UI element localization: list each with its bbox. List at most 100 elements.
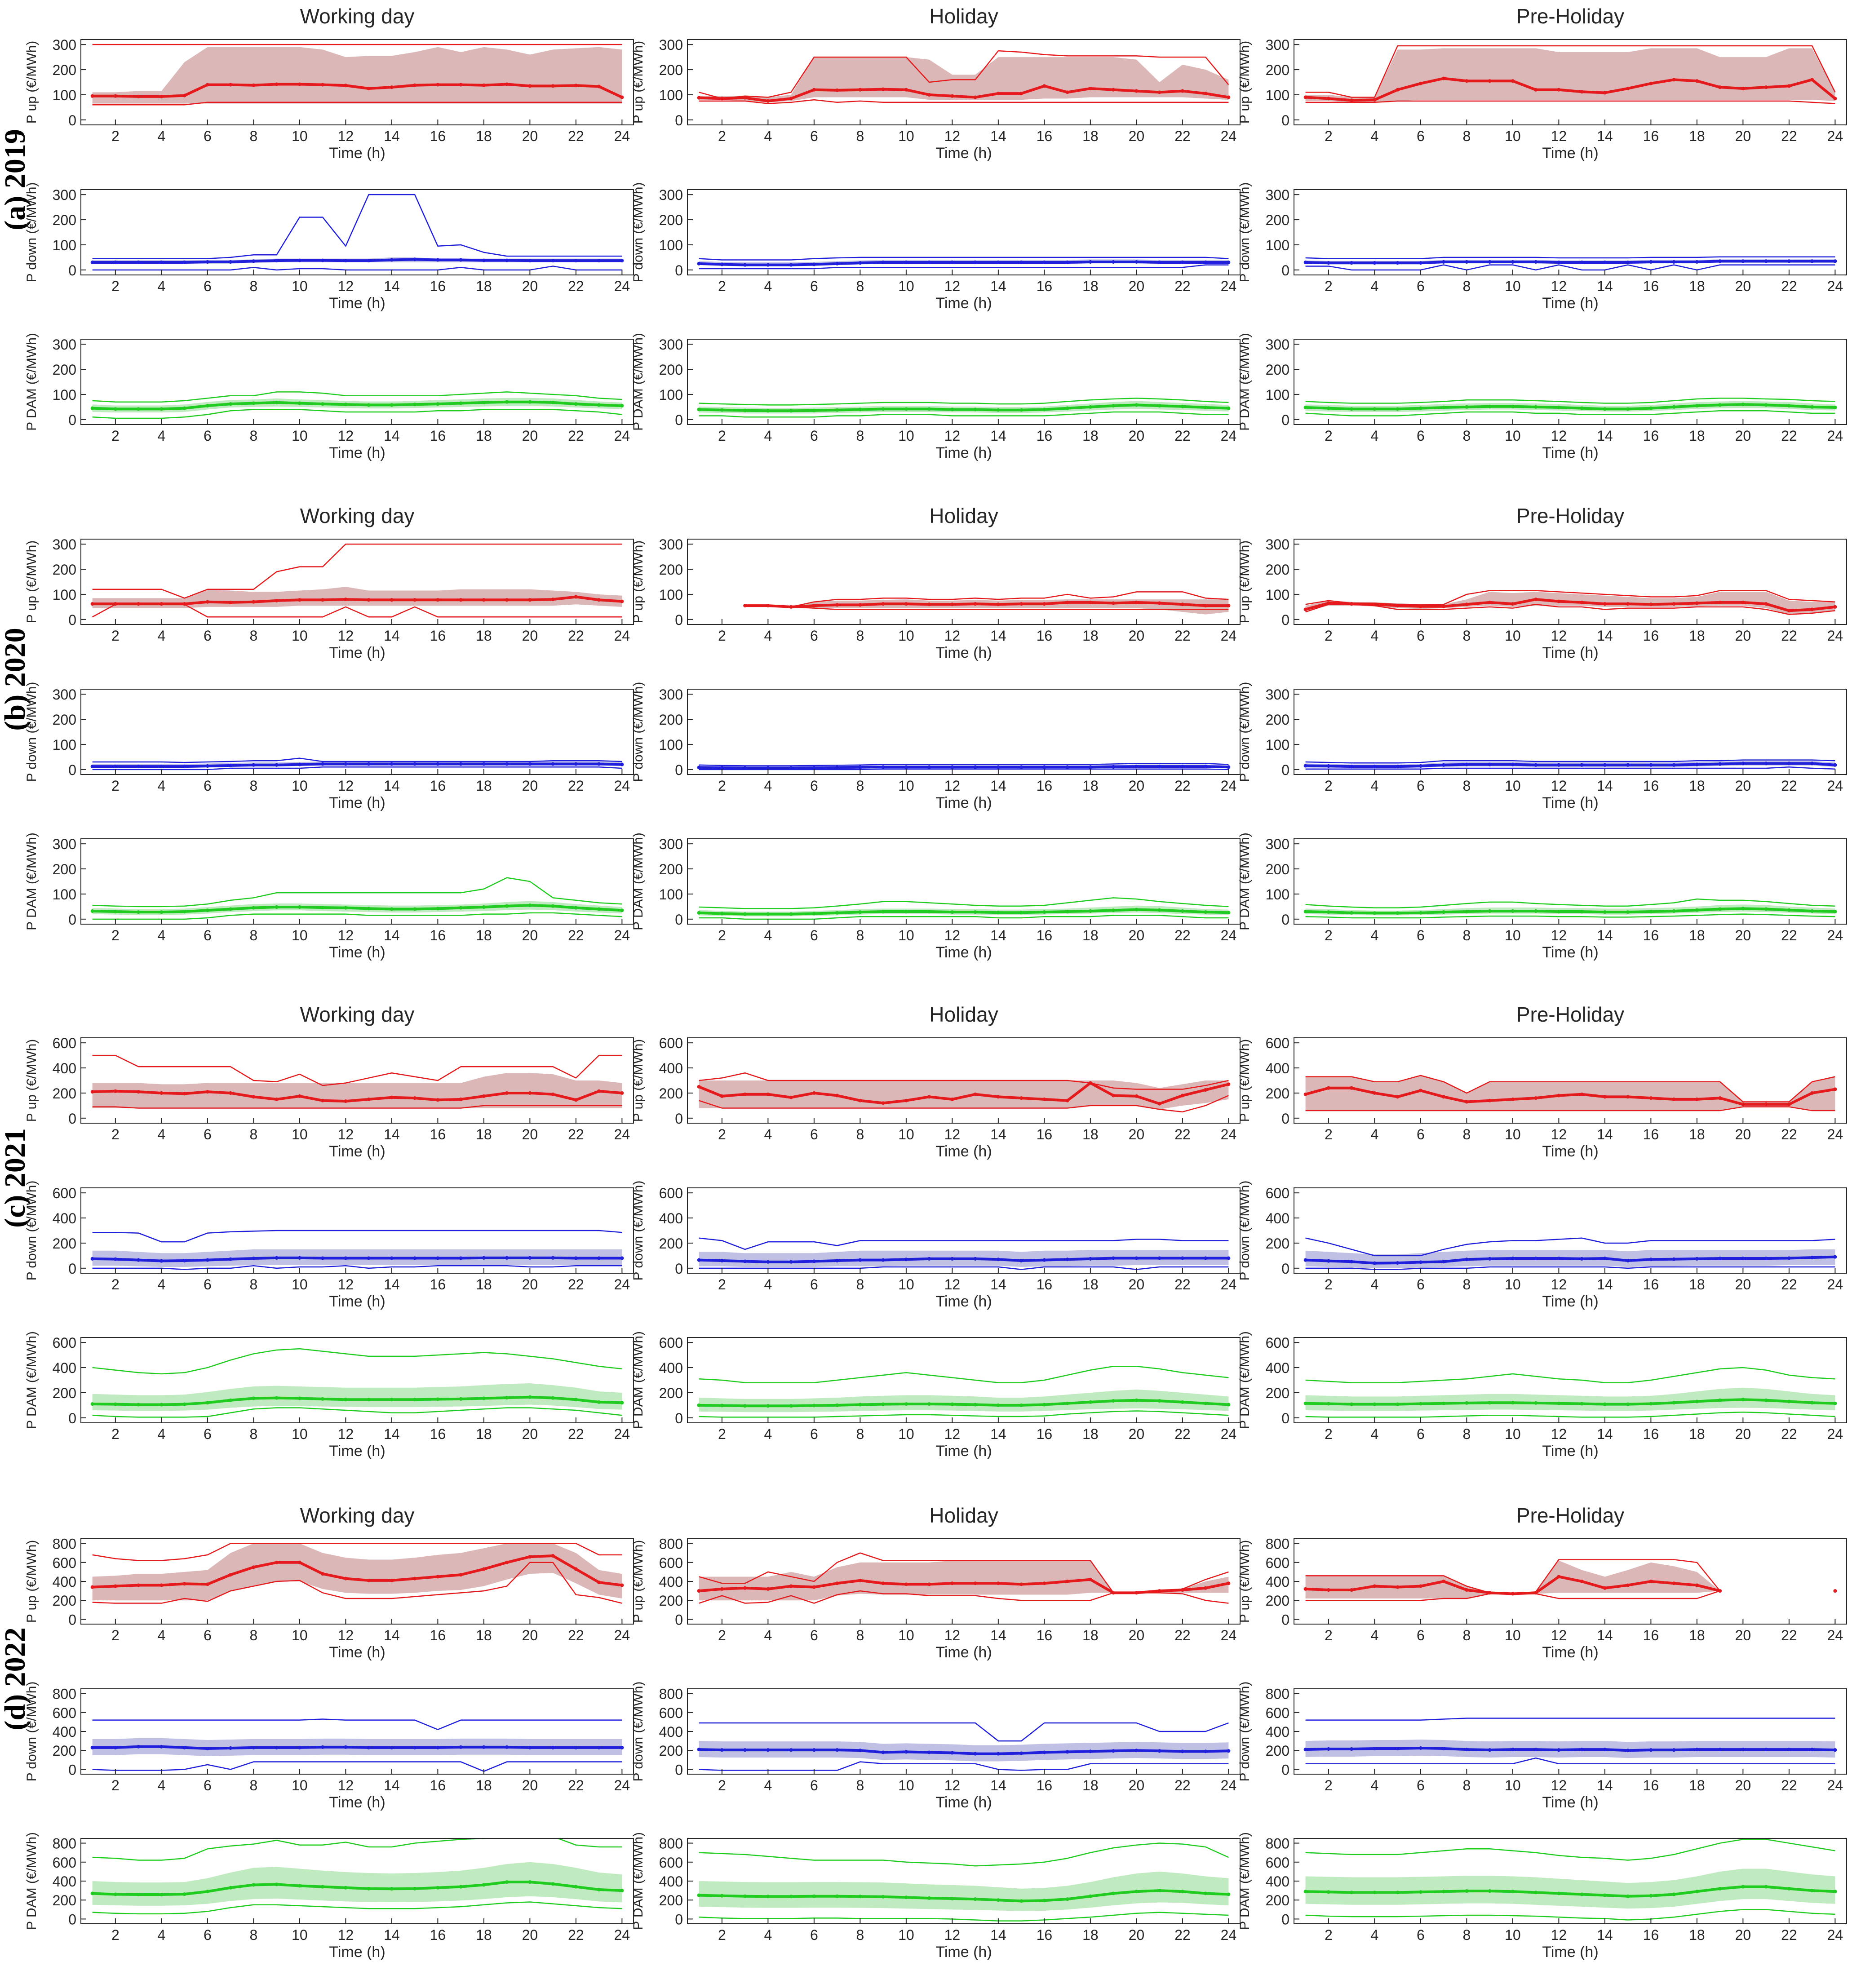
x-tick-label: 20 bbox=[522, 128, 538, 144]
mean-marker bbox=[160, 407, 164, 411]
mean-marker bbox=[367, 1398, 371, 1402]
mean-marker bbox=[1695, 79, 1699, 83]
mean-marker bbox=[113, 1089, 117, 1093]
mean-marker bbox=[1672, 909, 1676, 913]
mean-marker bbox=[597, 403, 601, 407]
mean-marker bbox=[1418, 764, 1422, 768]
mean-marker bbox=[835, 911, 839, 915]
max-line bbox=[699, 257, 1229, 261]
x-tick-label: 2 bbox=[111, 278, 120, 294]
mean-marker bbox=[205, 764, 209, 768]
mean-marker bbox=[1065, 1257, 1069, 1262]
mean-marker bbox=[1741, 1885, 1745, 1889]
mean-marker bbox=[996, 602, 1000, 607]
mean-marker bbox=[1227, 261, 1231, 265]
year-label: (c) 2021 bbox=[0, 1128, 31, 1228]
x-tick-label: 22 bbox=[1781, 278, 1797, 294]
y-tick-label: 600 bbox=[1266, 1705, 1289, 1721]
x-tick-label: 2 bbox=[111, 1627, 120, 1643]
y-axis-label: P DAM (€/MWh) bbox=[631, 333, 646, 431]
x-tick-label: 18 bbox=[476, 128, 492, 144]
mean-marker bbox=[1787, 762, 1791, 766]
mean-marker bbox=[113, 1402, 117, 1406]
mean-marker bbox=[1626, 602, 1630, 606]
mean-marker bbox=[1488, 1257, 1492, 1261]
x-tick-label: 6 bbox=[1417, 778, 1425, 794]
mean-marker bbox=[1580, 1748, 1584, 1752]
x-tick-label: 10 bbox=[898, 927, 914, 943]
mean-marker bbox=[789, 766, 793, 770]
mean-marker bbox=[1442, 406, 1446, 409]
mean-marker bbox=[1418, 406, 1422, 410]
column-title: Pre-Holiday bbox=[1516, 4, 1624, 28]
axes-box bbox=[687, 1688, 1241, 1775]
panel-data bbox=[90, 1054, 624, 1109]
mean-marker bbox=[297, 762, 301, 766]
mean-marker bbox=[597, 907, 601, 911]
x-tick-label: 18 bbox=[1689, 1426, 1705, 1442]
mean-marker bbox=[229, 260, 233, 264]
x-tick-label: 18 bbox=[1689, 1126, 1705, 1142]
x-tick-label: 2 bbox=[718, 278, 726, 294]
mean-marker bbox=[413, 907, 417, 911]
y-tick-label: 0 bbox=[675, 1911, 683, 1927]
mean-marker bbox=[275, 1396, 279, 1400]
y-tick-label: 200 bbox=[53, 562, 76, 578]
mean-marker bbox=[459, 401, 463, 405]
mean-marker bbox=[1557, 910, 1561, 914]
mean-marker bbox=[113, 1745, 117, 1749]
x-tick-label: 24 bbox=[1221, 628, 1237, 644]
x-tick-label: 24 bbox=[614, 778, 630, 794]
mean-marker bbox=[1511, 1401, 1515, 1405]
mean-marker bbox=[528, 1880, 532, 1884]
x-tick-label: 12 bbox=[338, 128, 354, 144]
min-line bbox=[1305, 1412, 1835, 1418]
mean-marker bbox=[413, 1745, 417, 1749]
mean-marker bbox=[182, 910, 186, 914]
mean-marker bbox=[137, 94, 141, 98]
y-tick-label: 0 bbox=[1281, 612, 1289, 628]
x-tick-label: 22 bbox=[568, 778, 584, 794]
x-tick-label: 6 bbox=[1417, 128, 1425, 144]
y-tick-label: 200 bbox=[659, 1385, 683, 1401]
y-tick-label: 400 bbox=[1266, 1724, 1289, 1740]
x-tick-label: 2 bbox=[718, 128, 726, 144]
x-tick-label: 14 bbox=[384, 1276, 400, 1293]
y-axis-label: P down (€/MWh) bbox=[631, 682, 646, 782]
mean-marker bbox=[973, 95, 977, 99]
mean-marker bbox=[1557, 1748, 1561, 1752]
mean-marker bbox=[1603, 1402, 1607, 1406]
y-tick-label: 0 bbox=[1281, 1612, 1289, 1628]
mean-marker bbox=[1112, 260, 1116, 264]
mean-marker bbox=[436, 1745, 440, 1749]
mean-marker bbox=[1088, 260, 1092, 264]
mean-marker bbox=[812, 1404, 816, 1408]
mean-marker bbox=[1626, 910, 1630, 914]
x-tick-label: 12 bbox=[1551, 927, 1567, 943]
x-tick-label: 22 bbox=[1781, 128, 1797, 144]
panel-data bbox=[1303, 898, 1837, 919]
x-axis-label: Time (h) bbox=[1542, 295, 1598, 312]
y-tick-label: 200 bbox=[659, 1235, 683, 1252]
x-tick-label: 22 bbox=[1174, 1777, 1191, 1793]
mean-marker bbox=[1649, 1402, 1653, 1406]
mean-marker bbox=[459, 1573, 463, 1577]
x-tick-label: 18 bbox=[476, 778, 492, 794]
mean-marker bbox=[252, 1565, 256, 1569]
y-tick-label: 0 bbox=[68, 412, 76, 428]
y-tick-label: 0 bbox=[675, 762, 683, 778]
mean-marker bbox=[1557, 88, 1561, 92]
mean-marker bbox=[1465, 602, 1469, 607]
mean-marker bbox=[720, 1094, 724, 1098]
x-tick-label: 24 bbox=[614, 428, 630, 444]
x-axis-label: Time (h) bbox=[329, 644, 385, 661]
mean-marker bbox=[1787, 609, 1791, 613]
y-tick-label: 300 bbox=[1266, 536, 1289, 553]
mean-marker bbox=[1157, 908, 1161, 912]
mean-marker bbox=[1718, 1589, 1722, 1593]
y-axis-label: P down (€/MWh) bbox=[631, 182, 646, 283]
x-tick-label: 10 bbox=[898, 1126, 914, 1142]
